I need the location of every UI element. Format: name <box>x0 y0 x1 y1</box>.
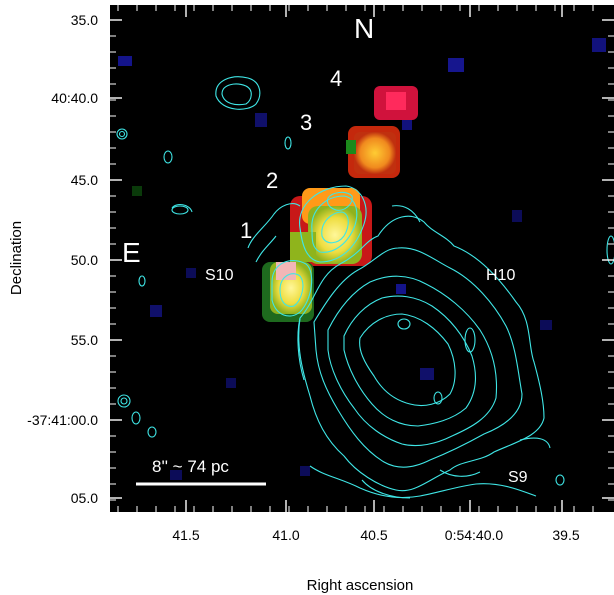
region-s9-label: S9 <box>508 469 528 486</box>
knot-4-label: 4 <box>330 66 342 91</box>
y-tick-label: 05.0 <box>71 490 98 506</box>
knot-3-emission <box>346 126 400 178</box>
knot-4-emission <box>374 86 418 120</box>
minor-ticks <box>110 5 614 512</box>
x-tick-label: 41.0 <box>272 527 299 543</box>
y-tick-label: 35.0 <box>71 12 98 28</box>
y-tick-label: 50.0 <box>71 252 98 268</box>
y-tick-label: 55.0 <box>71 332 98 348</box>
knot-2-label: 2 <box>266 168 278 193</box>
region-h10-label: H10 <box>486 267 515 284</box>
x-axis-title: Right ascension <box>307 577 414 594</box>
x-tick-label: 40.5 <box>360 527 387 543</box>
y-tick-label: 40:40.0 <box>51 90 98 106</box>
region-s10-label: S10 <box>205 267 234 284</box>
y-tick-label: -37:41:00.0 <box>27 412 98 428</box>
x-tick-label: 39.5 <box>552 527 579 543</box>
y-tick-label: 45.0 <box>71 172 98 188</box>
knot-1-emission <box>262 262 314 322</box>
y-axis-title: Declination <box>8 221 25 295</box>
compass-east-label: E <box>122 237 141 268</box>
scale-bar-label: 8'' ~ 74 pc <box>152 457 229 476</box>
knot-2-emission <box>290 188 372 266</box>
compass-north-label: N <box>354 13 374 44</box>
noise-pixels <box>118 38 606 480</box>
x-tick-label: 0:54:40.0 <box>445 527 504 543</box>
x-tick-label: 41.5 <box>172 527 199 543</box>
knot-3-label: 3 <box>300 110 312 135</box>
knot-1-label: 1 <box>240 218 252 243</box>
contour-overlay <box>116 76 614 499</box>
